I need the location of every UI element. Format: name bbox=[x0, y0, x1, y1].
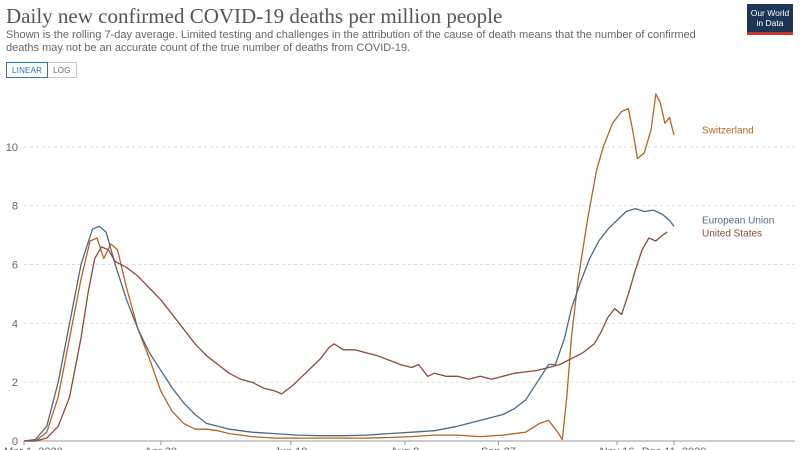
x-tick-label: Sep 27 bbox=[481, 446, 516, 450]
y-tick-label: 4 bbox=[12, 318, 18, 330]
series-line bbox=[24, 231, 668, 442]
series-line bbox=[23, 207, 675, 442]
x-tick-label: Nov 16 bbox=[600, 446, 635, 450]
x-tick-label: Jun 19 bbox=[274, 446, 307, 450]
owid-logo[interactable]: Our World in Data bbox=[747, 4, 793, 35]
series-line bbox=[24, 93, 675, 442]
linear-scale-button[interactable]: LINEAR bbox=[6, 62, 49, 78]
y-tick-label: 6 bbox=[12, 260, 18, 272]
series-label: United States bbox=[702, 229, 762, 240]
series-label: Switzerland bbox=[702, 126, 754, 137]
x-tick-label: Aug 8 bbox=[391, 446, 420, 450]
scale-toggle: LINEAR LOG bbox=[6, 62, 77, 78]
logo-line-1: Our World bbox=[750, 8, 790, 18]
y-tick-label: 10 bbox=[6, 142, 18, 154]
x-tick-label: Mar 1, 2020 bbox=[4, 446, 63, 450]
y-tick-label: 8 bbox=[12, 201, 18, 213]
y-tick-label: 2 bbox=[12, 377, 18, 389]
x-tick-label: Apr 30 bbox=[145, 446, 177, 450]
x-tick-label: Dec 11, 2020 bbox=[642, 446, 707, 450]
y-tick-label: 0 bbox=[12, 436, 18, 448]
chart-title: Daily new confirmed COVID-19 deaths per … bbox=[6, 4, 503, 28]
series-label: European Union bbox=[702, 215, 774, 226]
log-scale-button[interactable]: LOG bbox=[48, 62, 77, 78]
logo-line-2: in Data bbox=[756, 18, 784, 28]
chart-subtitle: Shown is the rolling 7-day average. Limi… bbox=[6, 29, 696, 54]
